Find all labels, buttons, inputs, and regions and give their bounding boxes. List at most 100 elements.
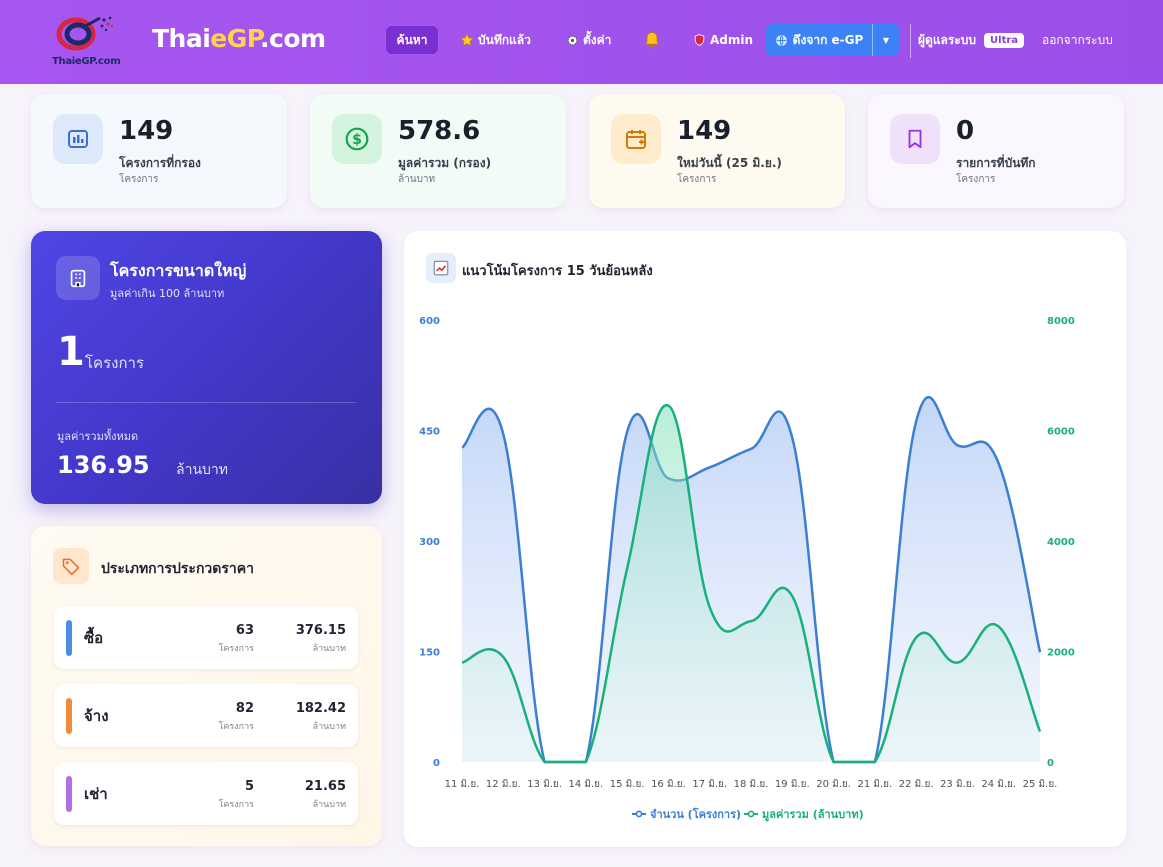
x-tick-label: 22 มิ.ย. xyxy=(899,779,934,790)
type-count-unit: โครงการ xyxy=(218,800,254,810)
large-projects-count-unit: โครงการ xyxy=(85,354,145,372)
stat-label: ใหม่วันนี้ (25 มิ.ย.) xyxy=(677,156,782,170)
x-tick-label: 21 มิ.ย. xyxy=(857,779,892,790)
dollar-icon: $ xyxy=(332,114,382,164)
y-right-tick-label: 8000 xyxy=(1047,316,1075,327)
legend-marker-icon xyxy=(635,810,643,818)
nav-search[interactable]: ค้นหา xyxy=(386,26,438,54)
trend-chart-card: 0 150 300 450 600 0 2000 4000 6000 8000 11 มิ.ย. 12… xyxy=(404,231,1126,847)
type-value-unit: ล้านบาท xyxy=(312,644,346,654)
y-right-tick-label: 2000 xyxy=(1047,648,1075,659)
y-left-tick-label: 300 xyxy=(419,537,440,548)
type-name: ซื้อ xyxy=(84,629,104,647)
x-tick-label: 14 มิ.ย. xyxy=(568,779,603,790)
large-projects-total-label: มูลค่ารวมทั้งหมด xyxy=(57,430,139,443)
x-tick-label: 25 มิ.ย. xyxy=(1023,779,1058,790)
series-line-2 xyxy=(461,404,1042,764)
x-tick-label: 18 มิ.ย. xyxy=(734,779,769,790)
card-divider xyxy=(56,402,356,403)
pull-dropdown-toggle[interactable]: ▼ xyxy=(872,24,899,56)
tender-type-row[interactable]: จ้าง 82 โครงการ 182.42 ล้านบาท xyxy=(54,684,358,747)
site-logo[interactable]: ThaieGP.com xyxy=(52,12,124,72)
large-projects-total-value: 136.95 xyxy=(57,451,150,479)
type-color-bar xyxy=(66,776,72,812)
type-color-bar xyxy=(66,620,72,656)
tender-type-row[interactable]: เช่า 5 โครงการ 21.65 ล้านบาท xyxy=(54,762,358,825)
tender-types-title: ประเภทการประกวดราคา xyxy=(101,561,254,577)
globe-icon xyxy=(775,34,787,46)
series-area-2 xyxy=(462,405,1040,762)
tender-types-card: ประเภทการประกวดราคา ซื้อ 63 โครงการ 376.… xyxy=(31,526,382,846)
type-value: 182.42 xyxy=(295,701,346,716)
user-role-label: ผู้ดูแลระบบ xyxy=(918,32,977,47)
nav-search-label: ค้นหา xyxy=(396,32,428,47)
logo-caption: ThaieGP.com xyxy=(52,56,121,67)
type-value-unit: ล้านบาท xyxy=(312,722,346,732)
brand-tail-text: .com xyxy=(260,24,326,53)
y-left-tick-label: 0 xyxy=(433,758,440,769)
plan-badge: Ultra xyxy=(984,32,1025,48)
bookmark-icon xyxy=(890,114,940,164)
trend-chart-icon xyxy=(426,253,456,283)
shield-icon xyxy=(694,34,705,46)
building-icon xyxy=(56,256,100,300)
nav-saved-label: บันทึกแล้ว xyxy=(478,32,531,47)
logo-mark-icon xyxy=(56,16,114,51)
legend-label: จำนวน (โครงการ) xyxy=(650,807,741,821)
calendar-plus-icon xyxy=(611,114,661,164)
y-left-tick-label: 450 xyxy=(419,427,440,438)
large-projects-count: 1 xyxy=(57,329,85,375)
type-count-unit: โครงการ xyxy=(218,722,254,732)
type-count: 5 xyxy=(244,779,254,794)
y-right-tick-label: 4000 xyxy=(1047,537,1075,548)
brand-title[interactable]: ThaieGP.com xyxy=(152,24,326,53)
large-projects-total-unit: ล้านบาท xyxy=(176,462,228,478)
type-color-bar xyxy=(66,698,72,734)
type-count: 82 xyxy=(235,701,254,716)
stat-label: โครงการที่กรอง xyxy=(119,156,201,170)
star-icon xyxy=(460,33,474,47)
logout-link[interactable]: ออกจากระบบ xyxy=(1042,26,1113,54)
stat-card-saved: 0 รายการที่บันทึก โครงการ xyxy=(868,94,1124,208)
trend-chart-title: แนวโน้มโครงการ 15 วันย้อนหลัง xyxy=(462,264,653,279)
stat-sub: โครงการ xyxy=(956,174,996,185)
type-count: 63 xyxy=(235,623,254,638)
user-role: ผู้ดูแลระบบ Ultra xyxy=(918,26,1025,54)
pull-from-egp-button[interactable]: ดึงจาก e-GP ▼ xyxy=(766,24,899,56)
type-count-unit: โครงการ xyxy=(218,644,254,654)
tender-type-row[interactable]: ซื้อ 63 โครงการ 376.15 ล้านบาท xyxy=(54,606,358,669)
stat-value: 149 xyxy=(119,116,174,146)
stat-value: 578.6 xyxy=(398,116,481,146)
y-right-tick-label: 0 xyxy=(1047,758,1054,769)
stat-card-filtered: 149 โครงการที่กรอง โครงการ xyxy=(31,94,287,208)
nav-saved[interactable]: บันทึกแล้ว xyxy=(460,26,531,54)
tag-icon xyxy=(53,548,89,584)
stat-sub: ล้านบาท xyxy=(398,174,436,185)
brand-accent-text: eGP xyxy=(210,24,261,53)
x-tick-label: 12 มิ.ย. xyxy=(486,779,521,790)
nav-settings[interactable]: ตั้งค่า xyxy=(566,26,611,54)
y-right-tick-label: 6000 xyxy=(1047,427,1075,438)
stat-label: มูลค่ารวม (กรอง) xyxy=(398,156,492,170)
x-tick-label: 23 มิ.ย. xyxy=(940,779,975,790)
legend-marker-icon xyxy=(747,810,755,818)
pull-from-egp-main[interactable]: ดึงจาก e-GP xyxy=(766,31,872,50)
gear-icon xyxy=(567,35,578,45)
x-tick-label: 15 มิ.ย. xyxy=(610,779,645,790)
nav-admin[interactable]: Admin xyxy=(693,26,753,54)
stat-sub: โครงการ xyxy=(119,174,159,185)
pull-from-egp-label: ดึงจาก e-GP xyxy=(792,32,864,47)
stat-card-new-today: 149 ใหม่วันนี้ (25 มิ.ย.) โครงการ xyxy=(589,94,845,208)
x-tick-label: 19 มิ.ย. xyxy=(775,779,810,790)
type-value: 376.15 xyxy=(295,623,346,638)
type-value-unit: ล้านบาท xyxy=(312,800,346,810)
y-left-tick-label: 150 xyxy=(419,648,440,659)
header-divider xyxy=(910,24,911,58)
stat-label: รายการที่บันทึก xyxy=(956,156,1036,170)
large-projects-subtitle: มูลค่าเกิน 100 ล้านบาท xyxy=(110,287,225,300)
notification-bell[interactable] xyxy=(642,26,662,54)
large-projects-title: โครงการขนาดใหญ่ xyxy=(110,261,247,280)
stat-sub: โครงการ xyxy=(677,174,717,185)
nav-settings-label: ตั้งค่า xyxy=(583,32,612,47)
